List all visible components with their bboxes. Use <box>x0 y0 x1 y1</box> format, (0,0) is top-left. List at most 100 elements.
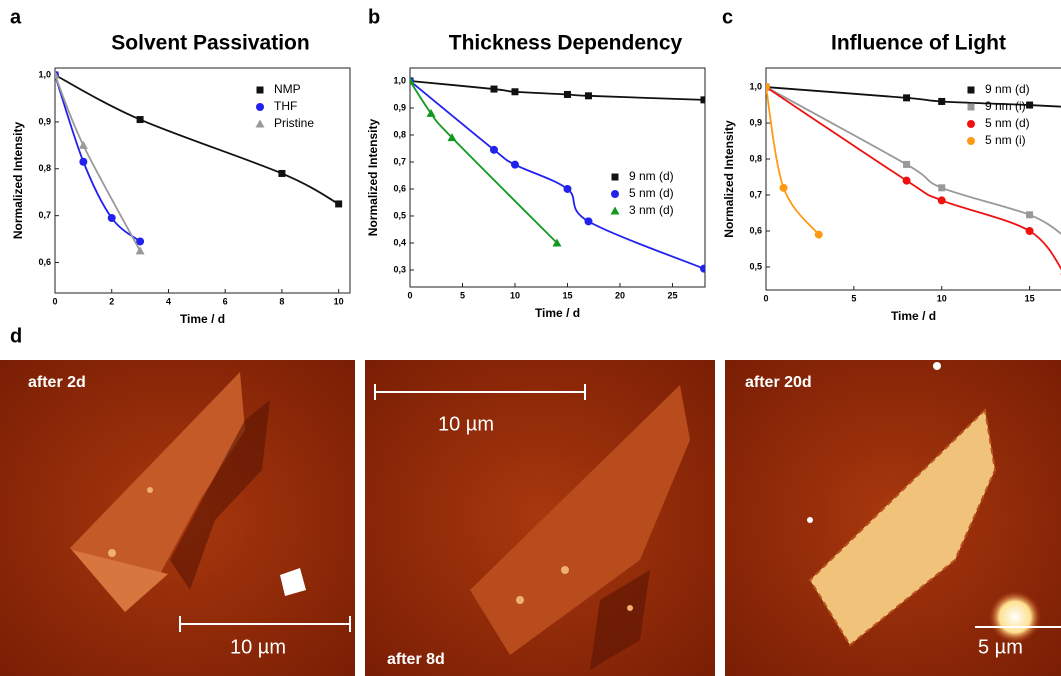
marker <box>79 158 87 166</box>
legend-marker <box>256 120 265 128</box>
x-axis-label: Time / d <box>180 312 225 326</box>
x-tick-label: 0 <box>763 293 768 303</box>
panel-label: a <box>10 6 22 28</box>
y-tick-label: 0,7 <box>393 156 406 166</box>
y-tick-label: 1,0 <box>393 75 406 85</box>
plot-frame <box>55 68 350 293</box>
x-tick-label: 15 <box>1025 293 1035 303</box>
chart-title: Solvent Passivation <box>111 32 309 55</box>
marker <box>490 146 498 154</box>
legend-marker <box>967 120 975 128</box>
marker <box>108 214 116 222</box>
y-tick-label: 1,0 <box>749 81 762 91</box>
legend-label: 5 nm (i) <box>985 133 1026 147</box>
plot-area <box>51 71 343 255</box>
marker <box>903 94 910 101</box>
marker <box>1026 227 1034 235</box>
legend-marker <box>967 137 975 145</box>
x-axis-label: Time / d <box>535 306 580 320</box>
chart-title: Influence of Light <box>831 32 1006 55</box>
marker <box>511 88 518 95</box>
chart: Thickness Dependency05101520251,00,90,80… <box>366 32 708 321</box>
fit-line <box>55 75 140 251</box>
marker <box>1026 102 1033 109</box>
panel-label: c <box>722 6 733 28</box>
x-tick-label: 0 <box>407 290 412 300</box>
y-tick-label: 0,6 <box>393 183 406 193</box>
marker <box>815 231 823 239</box>
y-tick-label: 0,8 <box>38 163 51 173</box>
legend-label: 9 nm (i) <box>985 99 1026 113</box>
image-caption: after 20d <box>745 374 812 391</box>
marker <box>564 91 571 98</box>
marker <box>700 96 707 103</box>
marker <box>137 116 144 123</box>
y-tick-label: 0,8 <box>393 129 406 139</box>
x-tick-label: 4 <box>166 296 171 306</box>
legend-marker <box>612 174 619 181</box>
marker <box>938 196 946 204</box>
scale-bar-label: 10 µm <box>438 413 494 435</box>
afm-image: 10 µm after 8d <box>365 360 715 676</box>
x-tick-label: 20 <box>615 290 625 300</box>
legend-marker <box>257 87 264 94</box>
legend-marker <box>968 104 975 111</box>
marker <box>903 177 911 185</box>
x-tick-label: 2 <box>109 296 114 306</box>
legend-marker <box>611 207 620 215</box>
marker <box>490 86 497 93</box>
marker <box>1026 211 1033 218</box>
afm-image: after 2d 10 µm <box>0 360 355 676</box>
x-tick-label: 0 <box>52 296 57 306</box>
legend-marker <box>611 190 619 198</box>
scale-bar-label: 5 µm <box>978 636 1023 658</box>
marker <box>511 161 519 169</box>
legend-label: 5 nm (d) <box>985 116 1030 130</box>
image-caption: after 8d <box>387 651 445 668</box>
y-tick-label: 0,5 <box>393 210 406 220</box>
x-tick-label: 10 <box>937 293 947 303</box>
scale-bar-label: 10 µm <box>230 636 286 658</box>
x-tick-label: 8 <box>279 296 284 306</box>
y-tick-label: 0,9 <box>38 116 51 126</box>
panel-label: b <box>368 6 380 28</box>
marker <box>938 184 945 191</box>
legend-label: 3 nm (d) <box>629 203 674 217</box>
y-tick-label: 0,9 <box>749 117 762 127</box>
y-tick-label: 1,0 <box>38 69 51 79</box>
y-tick-label: 0,9 <box>393 102 406 112</box>
fit-line <box>766 87 819 235</box>
y-tick-label: 0,6 <box>749 225 762 235</box>
marker <box>700 265 708 273</box>
y-tick-label: 0,4 <box>393 237 406 247</box>
legend-label: Pristine <box>274 116 314 130</box>
y-tick-label: 0,6 <box>38 257 51 267</box>
x-tick-label: 6 <box>223 296 228 306</box>
marker <box>136 246 145 254</box>
fit-line <box>410 81 704 100</box>
x-tick-label: 5 <box>851 293 856 303</box>
chart-title: Thickness Dependency <box>449 32 683 55</box>
legend-marker <box>256 103 264 111</box>
y-tick-label: 0,8 <box>749 153 762 163</box>
marker <box>780 184 788 192</box>
fit-line <box>55 75 140 241</box>
legend-label: 9 nm (d) <box>985 82 1030 96</box>
image-caption: after 2d <box>28 374 86 391</box>
x-tick-label: 10 <box>510 290 520 300</box>
y-tick-label: 0,7 <box>749 189 762 199</box>
fit-line <box>410 81 557 243</box>
y-tick-label: 0,3 <box>393 264 406 274</box>
legend-label: NMP <box>274 82 301 96</box>
panel-label: d <box>10 325 22 347</box>
marker <box>762 83 770 91</box>
marker <box>335 200 342 207</box>
marker <box>585 92 592 99</box>
y-axis-label: Normalized Intensity <box>366 118 380 236</box>
legend-label: THF <box>274 99 297 113</box>
afm-image: after 20d 5 µm <box>725 360 1061 676</box>
x-axis-label: Time / d <box>891 309 936 323</box>
marker <box>584 217 592 225</box>
legend-label: 9 nm (d) <box>629 169 674 183</box>
